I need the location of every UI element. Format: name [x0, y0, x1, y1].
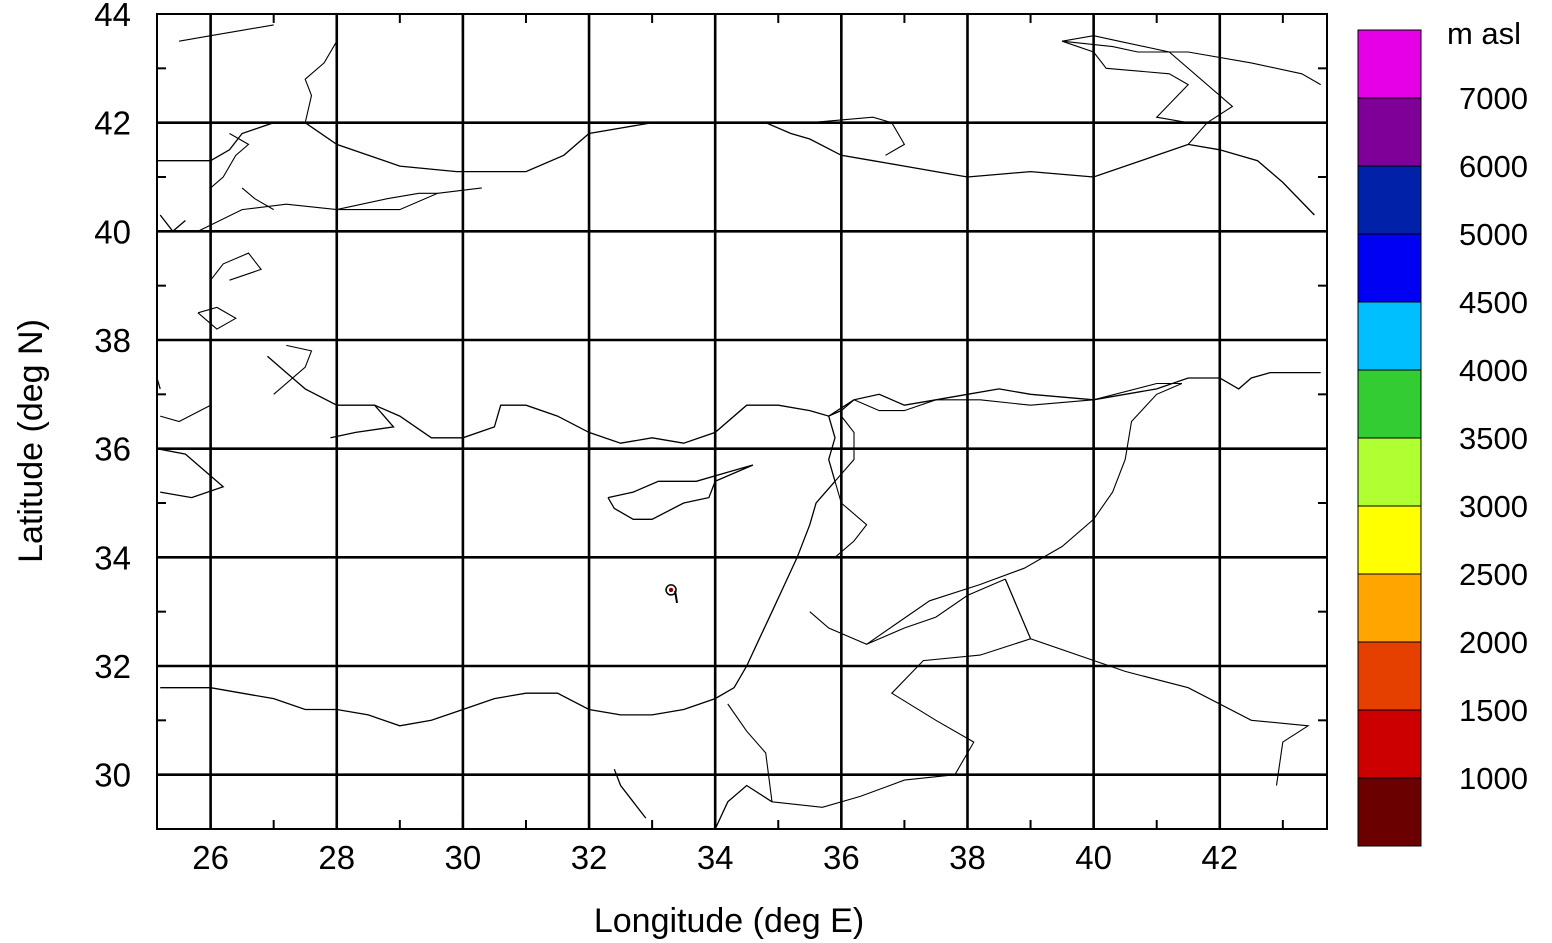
legend-swatch-10 [1357, 709, 1422, 779]
border-0 [1004, 578, 1310, 786]
legend-swatch-11 [1357, 777, 1422, 847]
legend-label-1500: 1500 [1459, 693, 1528, 728]
legend-label-3000: 3000 [1459, 489, 1528, 524]
y-tick-label-40: 40 [94, 213, 131, 250]
border-3 [866, 382, 1183, 645]
legend-label-2500: 2500 [1459, 557, 1528, 592]
color-legend: 7000 6000 5000 4500 4000 3500 3000 2500 2000 1500… [1357, 29, 1528, 847]
y-tick-label-30: 30 [94, 757, 131, 794]
legend-swatch-0 [1357, 29, 1422, 99]
border-13 [197, 187, 482, 232]
x-axis-title: Longitude (deg E) [594, 902, 864, 940]
border-15 [210, 252, 263, 281]
coastline-3 [266, 355, 1321, 444]
border-19 [241, 187, 274, 211]
legend-swatch-8 [1357, 573, 1422, 643]
marker-dot [668, 587, 674, 593]
border-1 [809, 578, 1006, 645]
x-tick-label-36: 36 [823, 839, 860, 876]
legend-swatch-2 [1357, 165, 1422, 235]
border-17 [273, 344, 313, 395]
x-tick-label-30: 30 [445, 839, 482, 876]
x-tick-label-42: 42 [1201, 839, 1238, 876]
x-tick-labels: 26 28 30 32 34 36 38 40 42 [192, 839, 1238, 876]
x-tick-label-32: 32 [571, 839, 608, 876]
x-tick-label-38: 38 [949, 839, 986, 876]
coastline-5 [607, 464, 754, 520]
border-16 [197, 306, 237, 330]
y-axis-title: Latitude (deg N) [12, 319, 50, 563]
legend-swatch-7 [1357, 505, 1422, 575]
tick-layer [157, 13, 1327, 829]
border-18 [160, 404, 211, 423]
coastline-1 [157, 122, 1315, 216]
legend-swatch-4 [1357, 301, 1422, 371]
marker-ring [665, 584, 677, 596]
border-10 [1061, 40, 1190, 124]
legend-swatch-3 [1357, 233, 1422, 303]
border-5 [727, 703, 773, 802]
coastline-0 [159, 214, 186, 233]
marker-tail [674, 590, 679, 604]
border-4 [771, 578, 1032, 808]
legend-label-4000: 4000 [1459, 353, 1528, 388]
y-tick-label-42: 42 [94, 105, 131, 142]
coastline-8 [156, 448, 225, 499]
coastline-7 [714, 784, 773, 830]
legend-label-7000: 7000 [1459, 81, 1528, 116]
x-tick-label-28: 28 [318, 839, 355, 876]
y-tick-label-34: 34 [94, 539, 131, 576]
y-tick-label-32: 32 [94, 648, 131, 685]
border-20 [210, 133, 250, 189]
legend-label-5000: 5000 [1459, 217, 1528, 252]
legend-label-6000: 6000 [1459, 149, 1528, 184]
legend-label-4500: 4500 [1459, 285, 1528, 320]
coastline-6 [613, 768, 647, 819]
border-2 [853, 382, 1182, 412]
location-marker [665, 584, 679, 604]
grid-layer [157, 14, 1327, 829]
legend-label-3500: 3500 [1459, 421, 1528, 456]
legend-label-1000: 1000 [1459, 761, 1528, 796]
x-tick-label-26: 26 [192, 839, 229, 876]
legend-label-2000: 2000 [1459, 625, 1528, 660]
border-12 [304, 19, 338, 123]
legend-swatch-1 [1357, 97, 1422, 167]
border-9 [1062, 40, 1321, 86]
x-tick-label-34: 34 [697, 839, 734, 876]
border-6 [834, 415, 868, 558]
y-tick-labels: 30 32 34 36 38 40 42 44 [94, 0, 131, 794]
x-tick-label-40: 40 [1075, 839, 1112, 876]
legend-swatch-9 [1357, 641, 1422, 711]
legend-title: m asl [1447, 16, 1521, 51]
y-tick-label-38: 38 [94, 322, 131, 359]
coastline-9 [330, 404, 395, 439]
border-14 [336, 192, 438, 211]
y-tick-label-36: 36 [94, 431, 131, 468]
border-layer [160, 19, 1321, 808]
plot-frame [156, 13, 1328, 830]
coastline-layer [156, 122, 1321, 830]
legend-swatch-6 [1357, 437, 1422, 507]
legend-swatch-5 [1357, 369, 1422, 439]
y-tick-label-44: 44 [94, 0, 131, 33]
border-11 [179, 24, 274, 42]
